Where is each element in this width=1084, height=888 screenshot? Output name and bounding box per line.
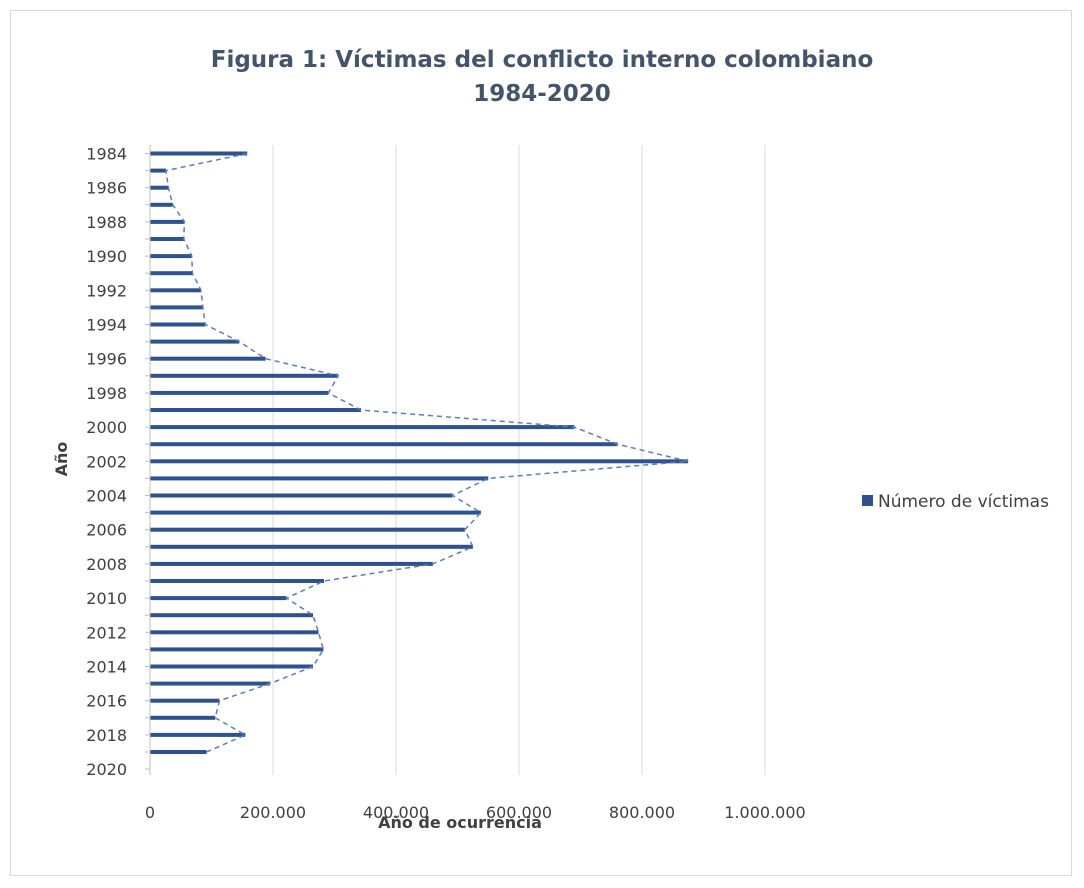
bar-2016 — [150, 698, 220, 703]
bar-2008 — [150, 561, 433, 566]
bar-2018 — [150, 732, 246, 737]
bar-2002 — [150, 459, 689, 464]
y-tick-label: 1996 — [86, 350, 127, 369]
y-tick-label: 2012 — [86, 623, 127, 642]
bar-2001 — [150, 442, 618, 447]
legend-label: Número de víctimas — [878, 492, 1049, 512]
trend-line — [165, 152, 689, 753]
bar-1985 — [150, 168, 166, 173]
y-tick-label: 2008 — [86, 555, 127, 574]
bar-2000 — [150, 425, 575, 430]
y-tick-label: 2016 — [86, 692, 127, 711]
chart-title-line-2: 1984-2020 — [473, 81, 611, 107]
chart-title: Figura 1: Víctimas del conflicto interno… — [11, 43, 1073, 111]
bar-1988 — [150, 219, 185, 224]
bar-1986 — [150, 185, 169, 190]
bar-2004 — [150, 493, 453, 498]
bar-2003 — [150, 476, 489, 481]
bar-2010 — [150, 596, 287, 601]
bar-1996 — [150, 356, 266, 361]
bar-1989 — [150, 237, 184, 241]
bar-2014 — [150, 664, 313, 669]
bar-1998 — [150, 390, 329, 395]
y-tick-label: 1992 — [86, 281, 127, 300]
bar-1994 — [150, 322, 206, 327]
bar-2019 — [150, 750, 207, 754]
bar-2005 — [150, 510, 481, 515]
bar-1995 — [150, 339, 240, 344]
y-tick-label: 2014 — [86, 658, 127, 677]
y-tick-label: 1986 — [86, 179, 127, 198]
y-tick-label: 1984 — [86, 145, 127, 164]
y-tick-label: 2004 — [86, 487, 127, 506]
bar-1992 — [150, 288, 202, 293]
y-tick-label: 2018 — [86, 726, 127, 745]
bar-2017 — [150, 715, 216, 720]
bar-2011 — [150, 613, 313, 618]
bar-1997 — [150, 373, 339, 378]
x-axis: 0 200.000 400.000 600.000 800.000 1.000.000 — [145, 145, 806, 822]
legend: Número de víctimas — [862, 492, 1049, 512]
bar-1987 — [150, 202, 173, 207]
y-tick-label: 2002 — [86, 452, 127, 471]
bar-1999 — [150, 408, 361, 412]
bar-1993 — [150, 305, 203, 310]
bar-2015 — [150, 681, 270, 686]
bar-2007 — [150, 544, 473, 549]
bar-2009 — [150, 579, 325, 583]
y-tick-label: 1990 — [86, 247, 127, 266]
x-tick-label: 400.000 — [363, 803, 429, 822]
bar-1991 — [150, 271, 193, 276]
bars — [150, 151, 689, 754]
x-axis-title: Año de ocurrencia — [378, 813, 542, 832]
bar-1990 — [150, 254, 192, 259]
y-tick-label: 2006 — [86, 521, 127, 540]
x-tick-label: 1.000.000 — [724, 803, 805, 822]
legend-swatch — [862, 495, 873, 506]
bar-2006 — [150, 527, 465, 532]
x-tick-label: 600.000 — [486, 803, 552, 822]
y-tick-label: 2010 — [86, 589, 127, 608]
y-axis: 1984 1986 1988 1990 1992 1994 1996 1998 2000 2002… — [86, 145, 150, 779]
chart-title-line-1: Figura 1: Víctimas del conflicto interno… — [210, 47, 874, 73]
x-tick-label: 800.000 — [609, 803, 675, 822]
x-tick-label: 200.000 — [240, 803, 306, 822]
y-tick-label: 2020 — [86, 760, 127, 779]
x-tick-label: 0 — [145, 803, 155, 822]
y-tick-label: 1998 — [86, 384, 127, 403]
bar-1984 — [150, 151, 248, 156]
bar-2012 — [150, 630, 319, 635]
y-tick-label: 1994 — [86, 316, 127, 335]
y-tick-label: 2000 — [86, 418, 127, 437]
y-tick-label: 1988 — [86, 213, 127, 232]
y-axis-title: Año — [52, 442, 71, 477]
bar-2013 — [150, 647, 324, 652]
